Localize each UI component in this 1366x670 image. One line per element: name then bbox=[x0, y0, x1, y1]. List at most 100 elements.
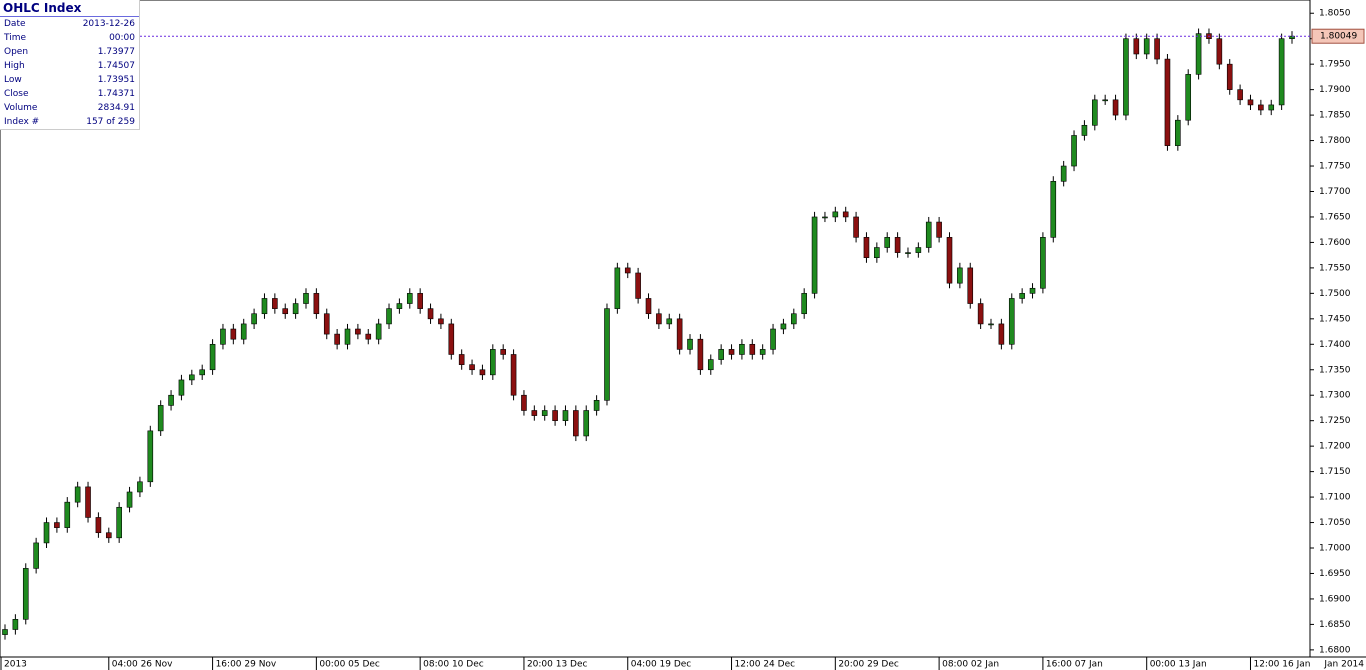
candle-body bbox=[822, 216, 828, 219]
x-tick-label: 08:00 10 Dec bbox=[423, 660, 484, 670]
candle-body bbox=[1185, 74, 1192, 121]
plot-area bbox=[0, 0, 1311, 658]
y-tick-label: 1.8050 bbox=[1319, 9, 1351, 19]
candle-body bbox=[95, 517, 102, 534]
y-tick-label: 1.6850 bbox=[1319, 620, 1351, 630]
info-label: Volume bbox=[4, 103, 38, 113]
candle-body bbox=[1008, 298, 1015, 345]
candle-body bbox=[458, 354, 465, 365]
candle-body bbox=[1071, 135, 1077, 167]
candle-body bbox=[977, 303, 984, 325]
x-tick-label: 2013 bbox=[4, 660, 27, 670]
info-row: Time 00:00 bbox=[0, 31, 139, 45]
candle-body bbox=[490, 349, 496, 376]
candle-body bbox=[894, 237, 901, 253]
candle-body bbox=[687, 338, 693, 350]
candle-body bbox=[863, 237, 870, 259]
candle-body bbox=[739, 343, 745, 355]
candle-body bbox=[365, 333, 372, 340]
candle-body bbox=[521, 394, 527, 411]
candle-body bbox=[697, 338, 704, 371]
candle-body bbox=[915, 247, 922, 253]
candle-body bbox=[1081, 124, 1088, 136]
candle-body bbox=[728, 349, 735, 355]
candle-body bbox=[147, 430, 154, 483]
candle-body bbox=[272, 298, 278, 309]
candle-body bbox=[427, 308, 434, 320]
candle-body bbox=[1123, 38, 1129, 116]
candle-body bbox=[406, 293, 413, 304]
candle-body bbox=[334, 333, 340, 345]
y-tick-label: 1.7500 bbox=[1319, 289, 1351, 299]
y-tick-label: 1.7150 bbox=[1319, 467, 1351, 477]
candle-body bbox=[189, 374, 195, 381]
y-tick-label: 1.7800 bbox=[1319, 136, 1351, 146]
y-tick-label: 1.7900 bbox=[1319, 85, 1351, 95]
candle-body bbox=[759, 349, 766, 355]
candle-body bbox=[2, 629, 8, 635]
info-label: High bbox=[4, 61, 25, 71]
candle-body bbox=[313, 293, 320, 315]
info-label: Index # bbox=[4, 117, 40, 127]
candle-body bbox=[1226, 63, 1233, 90]
candle-body bbox=[1216, 38, 1223, 65]
candle-body bbox=[344, 328, 351, 345]
candle-body bbox=[1112, 99, 1119, 116]
candle-body bbox=[157, 405, 164, 432]
candle-body bbox=[1195, 33, 1202, 75]
candle-body bbox=[1102, 99, 1108, 102]
candle-body bbox=[469, 364, 475, 371]
candle-body bbox=[780, 323, 787, 330]
info-label: Open bbox=[4, 47, 29, 57]
candle-body bbox=[936, 221, 942, 238]
x-tick-label: 04:00 19 Dec bbox=[631, 660, 692, 670]
candle-body bbox=[676, 318, 683, 350]
candle-body bbox=[957, 267, 963, 284]
y-tick-label: 1.7350 bbox=[1319, 365, 1351, 375]
candle-body bbox=[749, 343, 756, 355]
candle-body bbox=[64, 501, 71, 528]
candle-body bbox=[770, 328, 776, 350]
info-label: Close bbox=[4, 89, 29, 99]
info-label: Low bbox=[4, 75, 22, 85]
info-value: 1.73951 bbox=[97, 75, 135, 85]
candle-body bbox=[168, 394, 174, 406]
candle-body bbox=[105, 532, 112, 539]
candle-body bbox=[1133, 38, 1140, 55]
candle-body bbox=[323, 313, 330, 335]
candle-body bbox=[209, 343, 216, 371]
y-tick-label: 1.7450 bbox=[1319, 314, 1351, 324]
candle-body bbox=[645, 298, 652, 315]
y-tick-label: 1.7200 bbox=[1319, 442, 1351, 452]
candle-body bbox=[1237, 89, 1243, 101]
info-value: 1.74371 bbox=[97, 89, 135, 99]
candle-body bbox=[614, 267, 621, 309]
last-price-box bbox=[1311, 28, 1365, 44]
candle-body bbox=[874, 247, 880, 259]
candle-body bbox=[33, 542, 39, 569]
candle-body bbox=[251, 313, 257, 325]
candle-body bbox=[303, 293, 309, 304]
candle-body bbox=[261, 298, 268, 315]
y-tick-label: 1.7400 bbox=[1319, 340, 1351, 350]
candle-body bbox=[1029, 287, 1036, 294]
candle-body bbox=[137, 481, 143, 493]
x-tick-label: 08:00 02 Jan bbox=[942, 660, 999, 670]
panel-title: OHLC Index bbox=[0, 0, 139, 17]
x-tick-label: 00:00 13 Jan bbox=[1150, 660, 1207, 670]
y-tick-label: 1.7650 bbox=[1319, 212, 1351, 222]
candle-body bbox=[531, 410, 538, 416]
candle-body bbox=[199, 369, 206, 376]
candle-body bbox=[707, 359, 714, 371]
y-tick-label: 1.7600 bbox=[1319, 238, 1351, 248]
candle-body bbox=[842, 211, 849, 218]
x-end-label: Jan 2014 bbox=[1323, 660, 1364, 670]
candle-body bbox=[1050, 181, 1057, 238]
candle-body bbox=[1060, 165, 1067, 182]
info-row: Close 1.74371 bbox=[0, 87, 139, 101]
y-tick-label: 1.7000 bbox=[1319, 544, 1351, 554]
candle-body bbox=[178, 379, 185, 396]
info-row: Index # 157 of 259 bbox=[0, 115, 139, 129]
info-value: 00:00 bbox=[109, 33, 135, 43]
